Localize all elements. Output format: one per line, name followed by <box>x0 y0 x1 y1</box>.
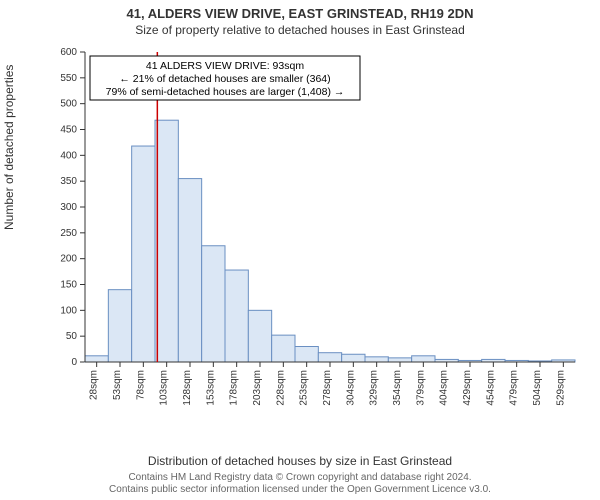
y-axis-label: Number of detached properties <box>2 65 16 230</box>
svg-text:379sqm: 379sqm <box>415 370 426 406</box>
svg-text:← 21% of detached houses are s: ← 21% of detached houses are smaller (36… <box>119 73 330 85</box>
svg-text:278sqm: 278sqm <box>322 370 333 406</box>
svg-text:103sqm: 103sqm <box>159 370 170 406</box>
svg-text:450: 450 <box>60 125 77 136</box>
footer-line-1: Contains HM Land Registry data © Crown c… <box>0 472 600 484</box>
svg-text:350: 350 <box>60 176 77 187</box>
svg-text:100: 100 <box>60 305 77 316</box>
svg-text:153sqm: 153sqm <box>205 370 216 406</box>
svg-text:250: 250 <box>60 228 77 239</box>
svg-text:53sqm: 53sqm <box>112 370 123 400</box>
svg-text:178sqm: 178sqm <box>229 370 240 406</box>
svg-text:479sqm: 479sqm <box>509 370 520 406</box>
svg-text:79% of semi-detached houses ar: 79% of semi-detached houses are larger (… <box>106 86 345 98</box>
footer-attribution: Contains HM Land Registry data © Crown c… <box>0 472 600 496</box>
svg-text:128sqm: 128sqm <box>182 370 193 406</box>
svg-text:550: 550 <box>60 73 77 84</box>
svg-text:150: 150 <box>60 280 77 291</box>
footer-line-2: Contains public sector information licen… <box>0 484 600 496</box>
svg-text:504sqm: 504sqm <box>532 370 543 406</box>
histogram-chart: 0 50 100 150 200 250 300 350 400 450 500 550 600 28sq… <box>45 42 585 422</box>
svg-text:228sqm: 228sqm <box>275 370 286 406</box>
svg-text:300: 300 <box>60 202 77 213</box>
svg-text:354sqm: 354sqm <box>392 370 403 406</box>
svg-text:304sqm: 304sqm <box>345 370 356 406</box>
svg-text:253sqm: 253sqm <box>299 370 310 406</box>
svg-text:203sqm: 203sqm <box>252 370 263 406</box>
chart-container: 0 50 100 150 200 250 300 350 400 450 500 550 600 28sq… <box>45 42 585 422</box>
svg-text:41 ALDERS VIEW DRIVE: 93sqm: 41 ALDERS VIEW DRIVE: 93sqm <box>146 60 304 72</box>
page-subtitle: Size of property relative to detached ho… <box>0 21 600 37</box>
svg-text:329sqm: 329sqm <box>369 370 380 406</box>
svg-text:28sqm: 28sqm <box>89 370 100 400</box>
svg-text:500: 500 <box>60 99 77 110</box>
svg-text:400: 400 <box>60 150 77 161</box>
svg-text:0: 0 <box>71 357 77 368</box>
svg-text:200: 200 <box>60 254 77 265</box>
svg-text:78sqm: 78sqm <box>135 370 146 400</box>
svg-text:454sqm: 454sqm <box>485 370 496 406</box>
x-axis-label: Distribution of detached houses by size … <box>0 454 600 468</box>
page-title: 41, ALDERS VIEW DRIVE, EAST GRINSTEAD, R… <box>0 0 600 21</box>
svg-text:50: 50 <box>66 331 78 342</box>
svg-text:429sqm: 429sqm <box>462 370 473 406</box>
svg-text:404sqm: 404sqm <box>439 370 450 406</box>
svg-text:529sqm: 529sqm <box>555 370 566 406</box>
svg-text:600: 600 <box>60 47 77 58</box>
